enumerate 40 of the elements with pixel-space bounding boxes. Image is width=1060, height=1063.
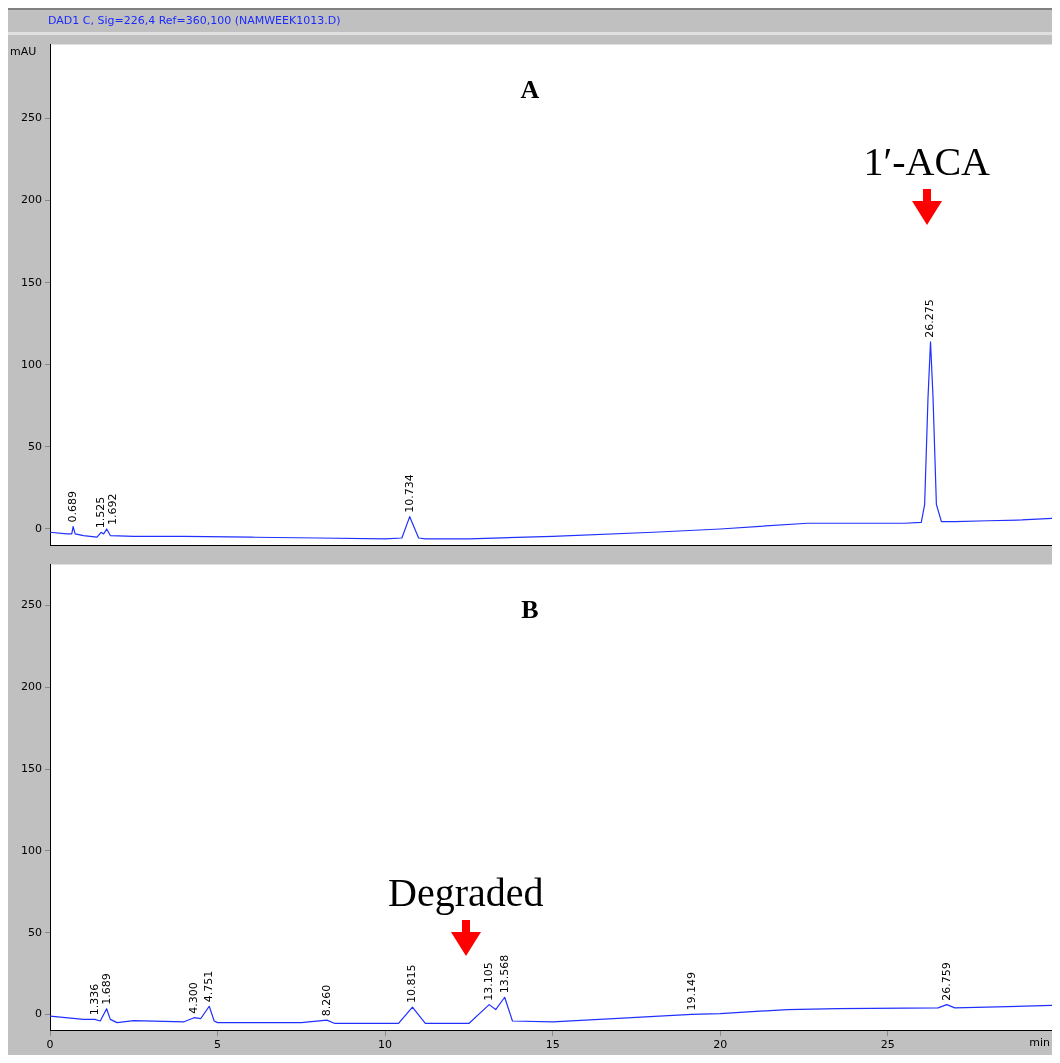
y-tick-label: 0: [35, 1007, 42, 1021]
x-tick-label: 20: [713, 1038, 728, 1052]
y-tick-label: 50: [28, 439, 42, 453]
annotation: 10.734: [402, 474, 416, 513]
x-tick-label: 15: [545, 1038, 560, 1052]
y-tick-label: 200: [21, 680, 42, 694]
annotation: 1.692: [105, 493, 119, 525]
x-tick-label: 10: [378, 1038, 393, 1052]
y-tick-label: 200: [21, 193, 42, 207]
annotation: B: [521, 595, 539, 624]
y-tick-label: 150: [21, 761, 42, 775]
annotation: 10.815: [405, 964, 419, 1004]
x-tick-label: 5: [214, 1038, 222, 1052]
y-tick-label: 250: [21, 598, 42, 612]
annotation: 13.105: [482, 962, 496, 1001]
y-tick-label: 50: [28, 925, 42, 939]
annotation: 1′-ACA: [862, 138, 991, 185]
annotation: A: [519, 75, 541, 105]
x-tick-label: 25: [880, 1038, 895, 1052]
y-tick-label: 100: [21, 357, 42, 371]
annotation: 19.149: [684, 971, 698, 1011]
annotation: 26.759: [939, 962, 953, 1001]
y-tick-label: 100: [21, 843, 42, 857]
chart-title: DAD1 C, Sig=226,4 Ref=360,100 (NAMWEEK1013.D): [8, 8, 1052, 35]
annotation: 1.525: [93, 496, 107, 529]
x-tick-label: 0: [46, 1038, 54, 1052]
x-axis-title: min: [1029, 1036, 1051, 1050]
y-axis-title: mAU: [10, 44, 37, 58]
annotation: 13.568: [497, 954, 511, 994]
annotation: 4.300: [186, 982, 200, 1014]
annotation: 4.751: [202, 970, 216, 1003]
y-tick-label: 150: [21, 275, 42, 289]
annotation: 1.689: [99, 973, 113, 1005]
y-tick-label: 0: [35, 521, 42, 535]
annotation: 26.275: [923, 299, 937, 338]
y-tick-label: 250: [21, 111, 42, 125]
annotation: 8.260: [319, 984, 333, 1017]
annotation: Degraded: [387, 870, 545, 917]
annotation: 0.689: [65, 491, 79, 523]
annotation: 1.336: [87, 983, 101, 1016]
